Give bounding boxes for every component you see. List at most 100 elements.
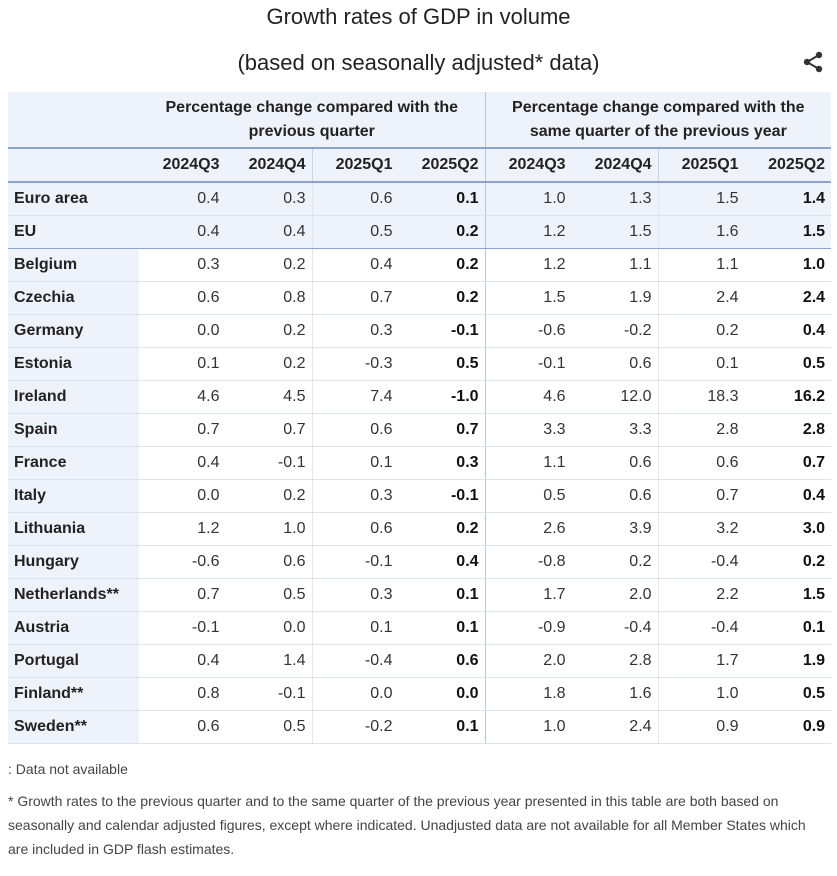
value-cell: 0.7: [139, 578, 226, 612]
value-cell: 1.3: [571, 182, 659, 216]
value-cell: 1.0: [744, 248, 832, 282]
value-cell: 1.0: [484, 182, 572, 216]
value-cell: 0.1: [398, 611, 486, 645]
value-cell: 1.9: [744, 644, 832, 678]
share-icon[interactable]: [801, 50, 825, 74]
value-cell: -0.4: [657, 611, 745, 645]
value-cell: 1.4: [225, 644, 312, 678]
value-cell: 1.5: [744, 578, 832, 612]
value-cell: 0.1: [311, 611, 399, 645]
value-cell: 0.1: [311, 446, 399, 480]
value-cell: 2.4: [571, 710, 659, 744]
value-cell: 18.3: [657, 380, 745, 414]
value-cell: 0.2: [398, 215, 486, 249]
country-name: Czechia: [8, 281, 139, 315]
value-cell: 0.7: [225, 413, 312, 447]
value-cell: 1.7: [657, 644, 745, 678]
value-cell: 0.3: [398, 446, 486, 480]
value-cell: 0.3: [311, 479, 399, 513]
value-cell: 0.0: [311, 677, 399, 711]
country-name: Belgium: [8, 248, 139, 282]
value-cell: 1.2: [484, 248, 572, 282]
value-cell: 0.6: [311, 182, 399, 216]
table-row: Italy 0.0 0.2 0.3 -0.1 0.5 0.6 0.7 0.4: [8, 479, 832, 513]
value-cell: 0.6: [571, 446, 659, 480]
value-cell: 1.9: [571, 281, 659, 315]
quarter-header: 2024Q4: [571, 148, 659, 182]
legend-text: : Data not available: [8, 761, 128, 777]
table-row: Spain 0.7 0.7 0.6 0.7 3.3 3.3 2.8 2.8: [8, 413, 832, 447]
value-cell: 0.0: [398, 677, 486, 711]
value-cell: 1.2: [139, 512, 226, 546]
value-cell: -0.4: [657, 545, 745, 579]
value-cell: 0.6: [139, 281, 226, 315]
value-cell: 0.6: [311, 413, 399, 447]
value-cell: 0.6: [139, 710, 226, 744]
corner-cell: [8, 92, 139, 148]
table-row: Finland** 0.8 -0.1 0.0 0.0 1.8 1.6 1.0 0.5: [8, 677, 832, 711]
value-cell: 0.7: [398, 413, 486, 447]
quarter-header: 2024Q3: [484, 148, 572, 182]
value-cell: 0.1: [398, 578, 486, 612]
value-cell: 1.0: [657, 677, 745, 711]
country-name: Portugal: [8, 644, 139, 678]
value-cell: 1.7: [484, 578, 572, 612]
value-cell: 1.5: [657, 182, 745, 216]
value-cell: 2.8: [571, 644, 659, 678]
value-cell: 0.5: [744, 677, 832, 711]
value-cell: 0.3: [311, 314, 399, 348]
value-cell: 4.5: [225, 380, 312, 414]
value-cell: 0.3: [225, 182, 312, 216]
page-title: Growth rates of GDP in volume: [266, 4, 571, 29]
value-cell: 3.9: [571, 512, 659, 546]
footnote: * Growth rates to the previous quarter a…: [8, 793, 806, 857]
table-row: Lithuania 1.2 1.0 0.6 0.2 2.6 3.9 3.2 3.0: [8, 512, 832, 546]
quarter-header: 2025Q2: [744, 148, 832, 182]
value-cell: 0.4: [139, 446, 226, 480]
value-cell: 0.2: [398, 248, 486, 282]
value-cell: -0.2: [311, 710, 399, 744]
group-header-prev-quarter: Percentage change compared with the prev…: [139, 92, 486, 148]
value-cell: 0.6: [398, 644, 486, 678]
value-cell: 0.5: [225, 578, 312, 612]
table-row: Austria -0.1 0.0 0.1 0.1 -0.9 -0.4 -0.4 0.1: [8, 611, 832, 645]
value-cell: -0.1: [484, 347, 572, 381]
value-cell: 0.4: [744, 314, 832, 348]
value-cell: 0.2: [398, 281, 486, 315]
value-cell: 0.0: [225, 611, 312, 645]
value-cell: -0.3: [311, 347, 399, 381]
value-cell: 2.2: [657, 578, 745, 612]
value-cell: 0.6: [311, 512, 399, 546]
value-cell: 1.1: [657, 248, 745, 282]
value-cell: -0.4: [571, 611, 659, 645]
value-cell: 0.4: [139, 644, 226, 678]
quarter-header: 2025Q1: [311, 148, 399, 182]
table-row: Estonia 0.1 0.2 -0.3 0.5 -0.1 0.6 0.1 0.5: [8, 347, 832, 381]
value-cell: 3.3: [484, 413, 572, 447]
value-cell: 1.0: [225, 512, 312, 546]
value-cell: -0.8: [484, 545, 572, 579]
value-cell: -1.0: [398, 380, 486, 414]
value-cell: 2.8: [744, 413, 832, 447]
value-cell: 3.3: [571, 413, 659, 447]
value-cell: -0.1: [311, 545, 399, 579]
value-cell: 2.0: [571, 578, 659, 612]
table-row: Germany 0.0 0.2 0.3 -0.1 -0.6 -0.2 0.2 0.4: [8, 314, 832, 348]
value-cell: -0.1: [398, 314, 486, 348]
table-row: Belgium 0.3 0.2 0.4 0.2 1.2 1.1 1.1 1.0: [8, 248, 832, 282]
country-name: Euro area: [8, 182, 139, 216]
value-cell: 0.5: [484, 479, 572, 513]
value-cell: 3.0: [744, 512, 832, 546]
value-cell: 12.0: [571, 380, 659, 414]
value-cell: 16.2: [744, 380, 832, 414]
value-cell: 0.4: [744, 479, 832, 513]
value-cell: -0.1: [139, 611, 226, 645]
country-name: EU: [8, 215, 139, 249]
corner-cell: [8, 148, 139, 182]
value-cell: 0.5: [311, 215, 399, 249]
value-cell: 0.4: [398, 545, 486, 579]
country-name: Spain: [8, 413, 139, 447]
quarter-header: 2025Q2: [398, 148, 486, 182]
table-body: Euro area 0.4 0.3 0.6 0.1 1.0 1.3 1.5 1.4 EU 0.4 0.…: [8, 182, 832, 744]
value-cell: -0.2: [571, 314, 659, 348]
